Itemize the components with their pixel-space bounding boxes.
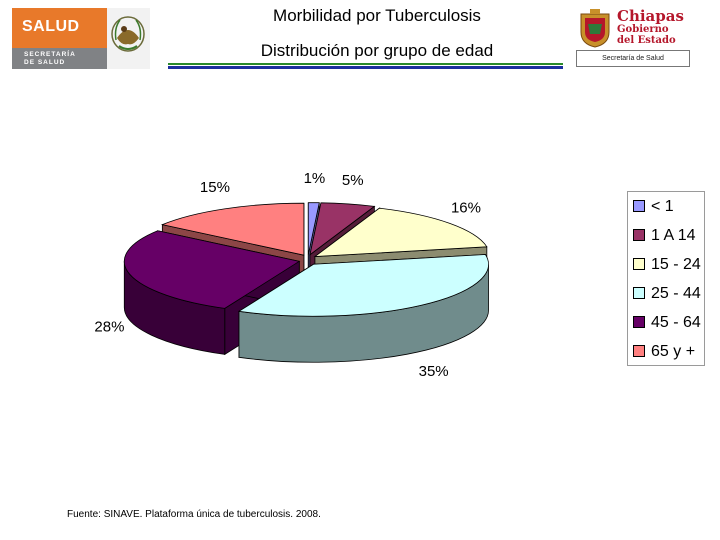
pie-tops	[123, 202, 489, 317]
legend-label-45-64: 45 - 64	[651, 314, 701, 331]
legend-item-25-44: 25 - 44	[633, 285, 701, 303]
salud-logo-line1: SECRETARÍA	[24, 51, 76, 58]
chart-legend: < 1 1 A 14 15 - 24 25 - 44 45 - 64 65 y +	[627, 191, 705, 366]
legend-swatch-1	[633, 199, 645, 212]
mexico-coat-of-arms-icon	[107, 8, 150, 69]
legend-label-1: < 1	[651, 198, 674, 215]
chiapas-logo-caption: Secretaría de Salud	[576, 50, 690, 67]
salud-logo: SALUD SECRETARÍA DE SALUD	[12, 8, 150, 69]
pie-top-1-a-14	[309, 202, 376, 256]
chiapas-logo-line2: Gobierno	[617, 24, 669, 35]
legend-item-65-y: 65 y +	[633, 343, 695, 361]
salud-logo-line2: DE SALUD	[24, 59, 66, 66]
chiapas-logo-line1: Chiapas	[617, 7, 684, 25]
pie-top-25-44	[237, 254, 489, 317]
data-label-15-24: 16%	[451, 200, 481, 217]
salud-logo-subbanner: SECRETARÍA DE SALUD	[12, 48, 107, 69]
legend-swatch-65-y	[633, 344, 645, 357]
data-label-1-a-14: 5%	[342, 172, 364, 189]
legend-item-1-a-14: 1 A 14	[633, 227, 696, 245]
data-label-25-44: 35%	[419, 363, 449, 380]
title-rule-green	[168, 63, 563, 65]
source-note: Fuente: SINAVE. Plataforma única de tube…	[67, 509, 321, 520]
chiapas-shield-icon	[580, 9, 610, 48]
title-rule-blue	[168, 66, 563, 69]
page-title: Morbilidad por Tuberculosis	[273, 6, 481, 25]
salud-logo-banner: SALUD	[12, 8, 107, 48]
legend-swatch-45-64	[633, 315, 645, 328]
chiapas-logo-text: Chiapas Gobierno del Estado	[617, 7, 684, 47]
legend-item-45-64: 45 - 64	[633, 314, 701, 332]
chiapas-logo-line3: del Estado	[617, 35, 676, 46]
pie-top-1	[307, 202, 320, 255]
salud-logo-text: SALUD	[22, 18, 80, 35]
legend-swatch-25-44	[633, 286, 645, 299]
pie-top-15-24	[313, 207, 488, 258]
legend-label-25-44: 25 - 44	[651, 285, 701, 302]
legend-swatch-15-24	[633, 257, 645, 270]
legend-swatch-1-a-14	[633, 228, 645, 241]
legend-item-15-24: 15 - 24	[633, 256, 701, 274]
data-label-45-64: 28%	[94, 318, 124, 335]
legend-label-15-24: 15 - 24	[651, 256, 701, 273]
data-label-65-y: 15%	[200, 179, 230, 196]
legend-label-65-y: 65 y +	[651, 343, 696, 360]
chiapas-logo: Chiapas Gobierno del Estado Secretaría d…	[576, 8, 690, 67]
legend-label-1-a-14: 1 A 14	[651, 227, 696, 244]
legend-item-1: < 1	[633, 198, 674, 216]
data-label-1: 1%	[304, 170, 326, 187]
pie-top-45-64	[123, 230, 301, 309]
pie-top-65-y	[160, 202, 305, 256]
chiapas-logo-banner: Chiapas Gobierno del Estado	[576, 8, 690, 48]
page-subtitle: Distribución por grupo de edad	[260, 41, 494, 60]
